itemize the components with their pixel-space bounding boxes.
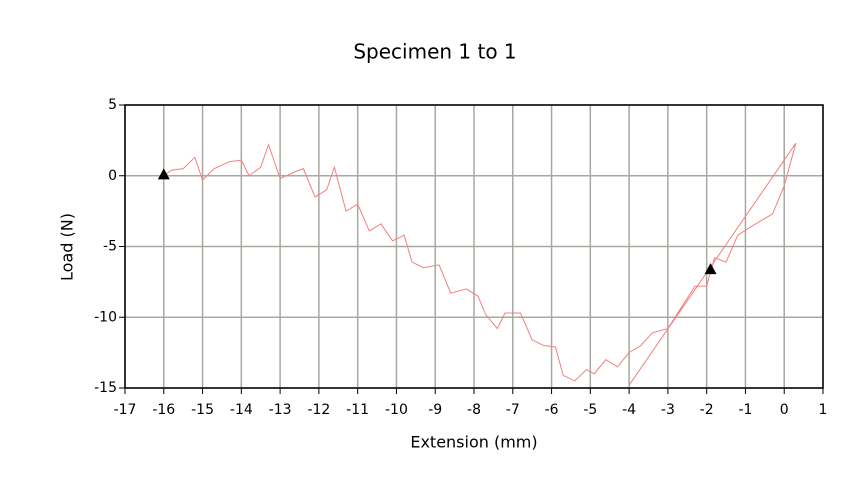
y-tick-label: 0 [108,168,117,184]
y-tick-label: -5 [103,239,117,255]
x-tick-label: -13 [269,402,292,418]
marker [704,263,717,275]
x-tick-label: -16 [152,402,175,418]
x-tick-label: -17 [114,402,137,418]
x-tick-label: -5 [583,402,597,418]
x-tick-label: -3 [661,402,675,418]
x-tick-label: 0 [780,402,789,418]
x-tick-label: -1 [738,402,752,418]
x-tick-label: -11 [346,402,369,418]
x-tick-label: -2 [700,402,714,418]
y-tick-label: 5 [108,97,117,113]
x-tick-label: -8 [467,402,481,418]
data-line [163,142,797,386]
chart-title: Specimen 1 to 1 [353,40,516,64]
marker [157,168,170,180]
x-tick-label: -10 [385,402,408,418]
x-tick-label: -9 [428,402,442,418]
y-tick-label: -15 [94,380,117,396]
y-axis-label: Load (N) [58,213,77,281]
x-tick-label: -7 [506,402,520,418]
x-tick-label: -14 [230,402,253,418]
plot-frame [124,104,824,389]
x-tick-label: 1 [819,402,828,418]
x-tick-label: -15 [191,402,214,418]
x-tick-label: -12 [307,402,330,418]
x-axis-label: Extension (mm) [410,433,537,452]
x-tick-label: -4 [622,402,636,418]
y-tick-label: -10 [94,309,117,325]
x-tick-label: -6 [545,402,559,418]
